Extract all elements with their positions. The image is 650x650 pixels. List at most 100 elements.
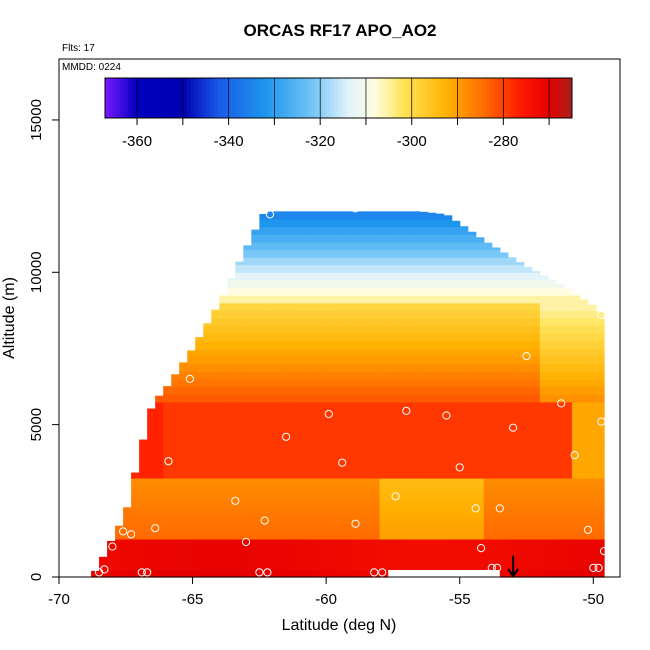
heatmap-cell xyxy=(355,569,365,578)
heatmap-cell xyxy=(371,523,381,532)
colorbar-segment xyxy=(175,78,180,118)
heatmap-cell xyxy=(427,417,437,426)
heatmap-cell xyxy=(603,561,605,570)
heatmap-cell xyxy=(595,531,605,540)
heatmap-cell xyxy=(491,561,501,570)
heatmap-cell xyxy=(243,318,252,327)
heatmap-cell xyxy=(507,485,517,494)
heatmap-cell xyxy=(467,310,477,319)
heatmap-cell xyxy=(251,386,260,395)
heatmap-cell xyxy=(363,470,373,479)
heatmap-cell xyxy=(387,378,397,388)
heatmap-cell xyxy=(299,401,309,411)
heatmap-cell xyxy=(403,211,413,220)
heatmap-cell xyxy=(435,516,445,525)
heatmap-cell xyxy=(427,516,437,525)
heatmap-cell xyxy=(411,218,421,228)
heatmap-cell xyxy=(427,462,437,471)
sample-point xyxy=(594,563,603,573)
heatmap-cell xyxy=(515,409,525,418)
heatmap-cell xyxy=(291,234,301,243)
heatmap-cell xyxy=(395,546,405,555)
heatmap-cell xyxy=(235,508,244,517)
heatmap-cell xyxy=(475,378,485,388)
heatmap-cell xyxy=(211,439,220,449)
heatmap-cell xyxy=(539,500,549,510)
heatmap-cell xyxy=(251,318,260,327)
sample-point xyxy=(265,210,275,219)
heatmap-cell xyxy=(443,318,453,327)
heatmap-cell xyxy=(371,477,381,487)
heatmap-cell xyxy=(259,325,268,334)
heatmap-cell xyxy=(475,462,485,471)
heatmap-cell xyxy=(475,470,485,479)
heatmap-cell xyxy=(371,424,381,433)
heatmap-cell xyxy=(411,333,421,342)
heatmap-cell xyxy=(275,569,284,578)
heatmap-cell xyxy=(251,439,260,449)
heatmap-cell xyxy=(467,378,477,388)
heatmap-cell xyxy=(435,500,445,510)
heatmap-cell xyxy=(387,477,397,487)
heatmap-cell xyxy=(451,378,461,388)
heatmap-cell xyxy=(499,477,509,487)
heatmap-cell xyxy=(451,439,461,449)
heatmap-cell xyxy=(163,485,172,494)
heatmap-cell xyxy=(603,500,605,510)
heatmap-cell xyxy=(155,561,164,570)
heatmap-cell xyxy=(339,371,349,380)
heatmap-cell xyxy=(547,409,557,418)
heatmap-cell xyxy=(203,538,212,548)
heatmap-cell xyxy=(259,485,268,494)
heatmap-cell xyxy=(427,409,437,418)
heatmap-cell xyxy=(283,470,293,479)
heatmap-cell xyxy=(475,386,485,395)
heatmap-cell xyxy=(491,325,501,334)
heatmap-cell xyxy=(179,363,188,372)
heatmap-cell xyxy=(219,378,228,388)
heatmap-cell xyxy=(427,287,437,296)
heatmap-cell xyxy=(491,417,501,426)
sample-point xyxy=(508,423,518,432)
heatmap-cell xyxy=(419,477,429,487)
colorbar-segment xyxy=(245,78,250,118)
heatmap-cell xyxy=(555,569,565,578)
heatmap-cell xyxy=(387,394,397,403)
heatmap-cell xyxy=(419,531,429,540)
colorbar-segment xyxy=(210,78,215,118)
sample-point xyxy=(338,458,347,467)
heatmap-cell xyxy=(363,531,373,540)
heatmap-cell xyxy=(179,485,188,494)
sample-point xyxy=(597,310,606,320)
heatmap-cell xyxy=(299,546,309,555)
heatmap-cell xyxy=(163,455,172,464)
heatmap-cell xyxy=(203,401,212,411)
heatmap-cell xyxy=(195,378,204,388)
heatmap-cell xyxy=(427,212,437,220)
heatmap-cell xyxy=(515,348,525,357)
heatmap-cell xyxy=(491,546,501,555)
heatmap-cell xyxy=(203,348,212,357)
heatmap-cell xyxy=(211,309,220,311)
heatmap-cell xyxy=(515,569,525,578)
heatmap-cell xyxy=(235,340,244,350)
heatmap-cell xyxy=(299,477,309,487)
heatmap-cell xyxy=(323,287,333,296)
heatmap-cell xyxy=(459,538,469,548)
heatmap-cell xyxy=(451,318,461,327)
heatmap-cell xyxy=(339,470,349,479)
heatmap-cell xyxy=(547,493,557,502)
heatmap-cell xyxy=(475,538,485,548)
heatmap-cell xyxy=(315,432,325,441)
heatmap-cell xyxy=(547,310,557,319)
heatmap-cell xyxy=(275,455,284,464)
heatmap-cell xyxy=(291,249,301,258)
heatmap-cell xyxy=(251,340,260,350)
heatmap-cell xyxy=(155,538,164,548)
heatmap-cell xyxy=(187,386,196,395)
heatmap-cell xyxy=(515,516,525,525)
heatmap-cell xyxy=(483,356,493,365)
colorbar-segment xyxy=(564,78,569,118)
heatmap-cell xyxy=(251,348,260,357)
heatmap-cell xyxy=(235,546,244,555)
